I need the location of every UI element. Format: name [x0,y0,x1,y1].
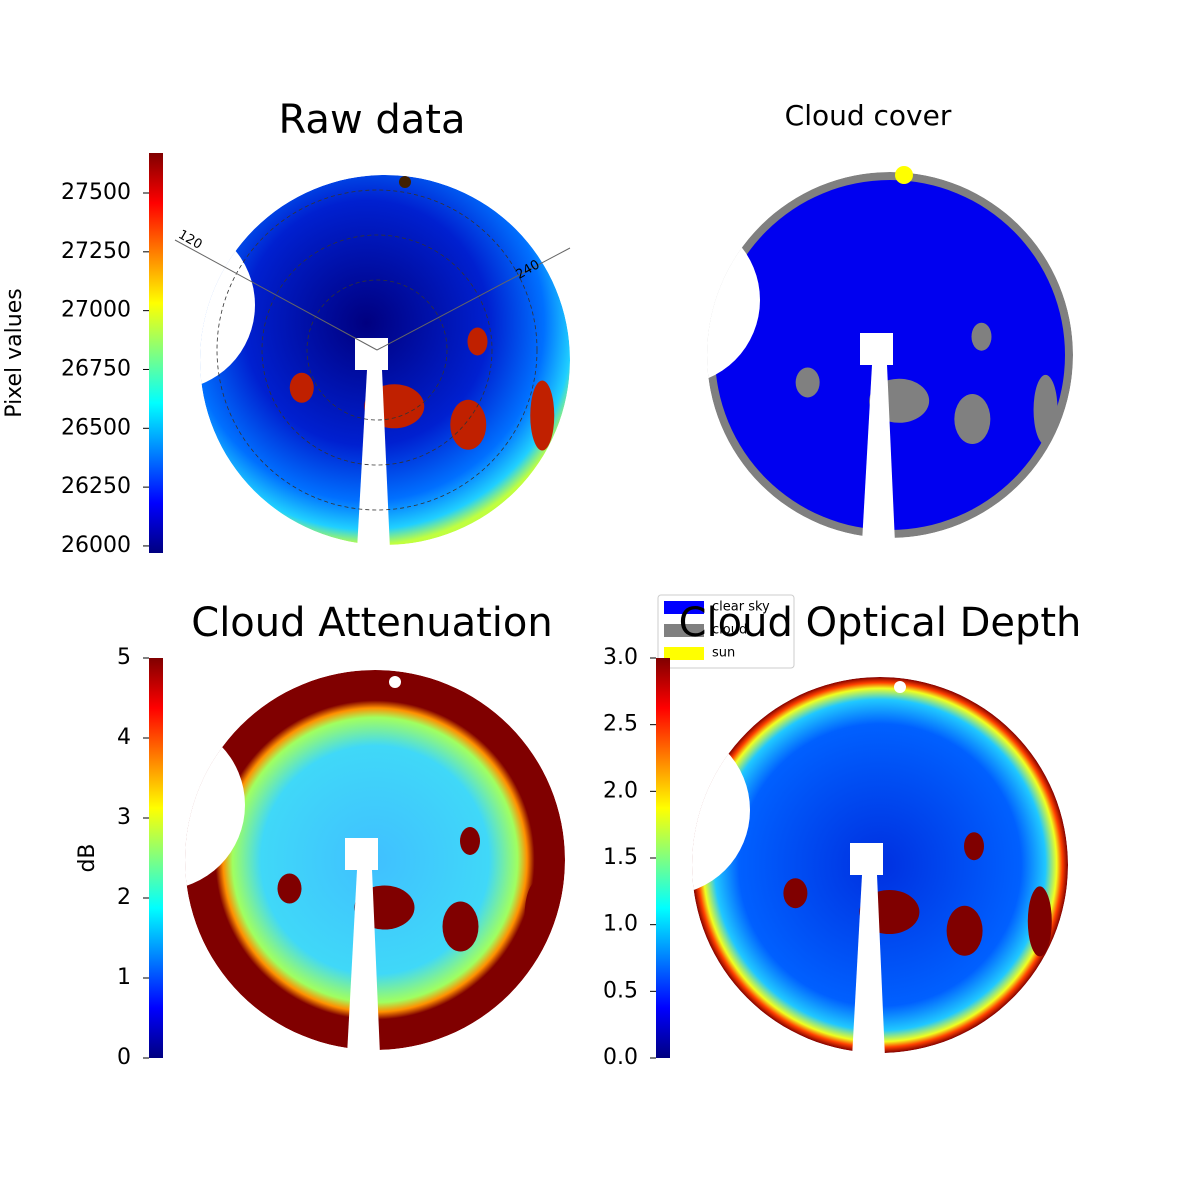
cloud-blob [289,372,314,403]
legend-swatch [664,601,704,614]
colorbar [149,153,163,553]
polar-spoke [174,239,378,351]
horizon-cutout [707,215,760,385]
colorbar-tick-label: 26500 [61,415,131,440]
legend: clear sky cloud sun [657,594,795,669]
panel: 0.0 0.5 1.0 1.5 2.0 2.5 3.0 [603,645,1068,1070]
colorbar-tick-label: 26250 [61,474,131,499]
mast [852,875,885,1058]
colorbar-tick-label: 26000 [61,533,131,558]
cloud-blob [524,882,549,952]
sky-image [707,172,1073,538]
mast [862,365,895,543]
panel [707,166,1073,543]
cloud-blob [460,827,480,855]
cloud-blob [783,878,808,909]
mast-box [860,333,893,365]
colorbar-tick-label: 27000 [61,298,131,323]
colorbar-tick-label: 2.5 [603,712,638,737]
mast [347,870,380,1055]
panel-title: Raw data [279,97,466,143]
sun-mark [399,176,411,188]
mast-box [345,838,378,870]
colorbar-label: dB [75,843,100,872]
colorbar-tick-label: 2 [117,885,131,910]
colorbar-tick-label: 1.0 [603,912,638,937]
sun [895,166,913,184]
colorbar-label: Pixel values [2,288,27,417]
cloud-blob [1033,374,1058,445]
cloud-blob [964,832,984,861]
cloud-blob [795,367,820,398]
cloud-blob [450,399,487,450]
cloud-blob [1027,886,1052,957]
colorbar-tick-label: 4 [117,725,131,750]
cloud-blob [277,873,302,904]
colorbar-tick-label: 27250 [61,239,131,264]
legend-swatch [664,624,704,637]
mast-box [850,843,883,875]
colorbar [656,658,670,1058]
sun-mark [389,676,401,688]
colorbar-tick-label: 3 [117,805,131,830]
colorbar-tick-label: 2.0 [603,778,638,803]
panel: 0 1 2 3 4 5 dB [75,645,565,1070]
polar-label: 120 [175,227,204,252]
panel-title: Cloud Attenuation [191,600,552,646]
colorbar-tick-label: 27500 [61,180,131,205]
legend-label: clear sky [712,600,770,615]
cloud-blob [954,394,991,445]
mast [357,370,390,550]
polar-ring [216,189,538,511]
mast-box [355,338,388,370]
cloud-blob [946,905,983,956]
colorbar [149,658,163,1058]
sun-mark [894,681,906,693]
sky-image [692,677,1068,1053]
colorbar-tick-label: 5 [117,645,131,670]
polar-spoke [376,247,571,351]
sky-image [185,670,565,1050]
cloud-blob [971,322,992,351]
panel-title: Cloud cover [785,99,952,132]
panel-title: Cloud Optical Depth [679,600,1082,646]
colorbar-tick-label: 26750 [61,356,131,381]
legend-swatch [664,647,704,660]
colorbar-tick-label: 0 [117,1045,131,1070]
cloud-blob [530,380,555,451]
colorbar-tick-label: 0.0 [603,1045,638,1070]
legend-label: sun [712,646,735,661]
colorbar-tick-label: 1.5 [603,845,638,870]
panel: 1202402600026250265002675027000272502750… [2,153,571,558]
polar-ring [306,279,448,421]
polar-ring [261,234,493,466]
cloud-blob [442,901,479,952]
cloud-blob [467,327,488,356]
colorbar-tick-label: 0.5 [603,978,638,1003]
legend-label: cloud [712,623,747,638]
colorbar-tick-label: 1 [117,965,131,990]
colorbar-tick-label: 3.0 [603,645,638,670]
